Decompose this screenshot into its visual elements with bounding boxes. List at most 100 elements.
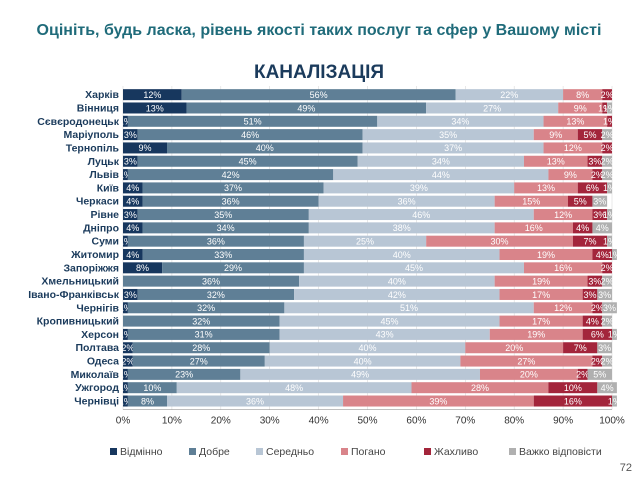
data-label: 36% bbox=[202, 276, 220, 286]
data-label: 9% bbox=[549, 130, 562, 140]
data-label: 3% bbox=[124, 290, 137, 300]
bar-segment bbox=[299, 275, 495, 287]
category-label: Кропивницький bbox=[37, 316, 119, 328]
data-label: 37% bbox=[224, 183, 242, 193]
bar-segment bbox=[597, 382, 617, 394]
legend-label: Відмінно bbox=[120, 446, 163, 458]
data-label: 17% bbox=[532, 290, 550, 300]
bar-segment bbox=[607, 182, 612, 194]
bar-segment bbox=[123, 209, 138, 221]
data-label: 20% bbox=[520, 370, 538, 380]
bar-segment bbox=[597, 342, 612, 354]
data-label: 12% bbox=[554, 210, 572, 220]
bar-segment bbox=[577, 368, 588, 380]
bar-segment bbox=[612, 249, 617, 260]
data-label: 2% bbox=[591, 170, 604, 180]
category-label: Хмельницький bbox=[41, 276, 119, 288]
data-label: 29% bbox=[224, 263, 242, 273]
x-tick-label: 60% bbox=[406, 416, 426, 427]
bar-segment bbox=[362, 142, 544, 154]
data-label: 1% bbox=[119, 383, 132, 393]
category-label: Івано-Франківськ bbox=[28, 289, 120, 301]
data-label: 20% bbox=[505, 343, 523, 353]
bar-segment bbox=[607, 209, 612, 221]
page-number: 72 bbox=[619, 462, 632, 474]
bar-segment bbox=[592, 302, 603, 314]
data-label: 32% bbox=[207, 290, 225, 300]
bar-segment bbox=[548, 382, 598, 394]
data-label: 27% bbox=[190, 356, 208, 366]
bar-segment bbox=[123, 235, 128, 247]
bar-segment bbox=[489, 328, 583, 340]
data-label: 2% bbox=[601, 130, 614, 140]
data-label: 1% bbox=[608, 396, 621, 406]
bar-segment bbox=[494, 222, 573, 234]
data-label: 3% bbox=[124, 210, 137, 220]
data-label: 1% bbox=[119, 117, 132, 127]
x-tick-label: 0% bbox=[116, 416, 131, 427]
bar-segment bbox=[123, 355, 133, 367]
bar-segment bbox=[602, 102, 608, 114]
bar-segment bbox=[127, 328, 280, 340]
data-label: 5% bbox=[574, 197, 587, 207]
bar-segment bbox=[514, 182, 578, 194]
data-label: 16% bbox=[554, 263, 572, 273]
x-tick-label: 70% bbox=[455, 416, 475, 427]
bar-segment bbox=[602, 155, 612, 167]
data-label: 2% bbox=[121, 356, 134, 366]
data-label: 6% bbox=[591, 330, 604, 340]
data-label: 51% bbox=[400, 303, 418, 313]
data-label: 3% bbox=[593, 197, 606, 207]
data-label: 7% bbox=[574, 343, 587, 353]
bar-segment bbox=[533, 302, 593, 314]
data-label: 12% bbox=[564, 143, 582, 153]
bar-segment bbox=[597, 288, 612, 300]
data-label: 45% bbox=[380, 316, 398, 326]
bar-segment bbox=[167, 395, 344, 407]
data-label: 4% bbox=[576, 223, 589, 233]
data-label: 28% bbox=[471, 383, 489, 393]
data-label: 49% bbox=[297, 103, 315, 113]
bar-segment bbox=[308, 209, 534, 221]
data-label: 4% bbox=[596, 250, 609, 260]
bar-segment bbox=[137, 288, 295, 300]
data-label: 44% bbox=[432, 170, 450, 180]
legend-swatch bbox=[509, 448, 516, 455]
bar-segment bbox=[587, 155, 603, 167]
bar-segment bbox=[607, 235, 612, 247]
bar-segment bbox=[563, 342, 598, 354]
bar-segment bbox=[123, 169, 128, 181]
data-label: 2% bbox=[121, 343, 134, 353]
bar-segment bbox=[343, 395, 534, 407]
bar-segment bbox=[123, 155, 138, 167]
data-label: 1% bbox=[608, 330, 621, 340]
bar-segment bbox=[123, 89, 182, 101]
data-label: 6% bbox=[586, 183, 599, 193]
data-label: 33% bbox=[214, 250, 232, 260]
bar-segment bbox=[411, 382, 549, 394]
bar-segment bbox=[533, 395, 612, 407]
data-label: 2% bbox=[576, 370, 589, 380]
data-label: 2% bbox=[601, 356, 614, 366]
x-tick-label: 100% bbox=[599, 416, 625, 427]
bar-segment bbox=[303, 262, 524, 274]
bar-segment bbox=[612, 328, 617, 340]
bar-segment bbox=[176, 382, 412, 394]
data-label: 5% bbox=[593, 370, 606, 380]
data-label: 31% bbox=[195, 330, 213, 340]
data-label: 8% bbox=[141, 396, 154, 406]
data-label: 46% bbox=[412, 210, 430, 220]
data-label: 2% bbox=[591, 356, 604, 366]
category-label: Сєвєродонецьк bbox=[37, 116, 119, 128]
bar-segment bbox=[127, 235, 304, 247]
legend-label: Жахливо bbox=[434, 446, 478, 458]
bar-segment bbox=[592, 249, 612, 260]
bar-segment bbox=[127, 302, 285, 314]
x-tick-label: 30% bbox=[260, 416, 280, 427]
bar-segment bbox=[479, 368, 578, 380]
data-label: 23% bbox=[175, 370, 193, 380]
category-label: Львів bbox=[89, 169, 119, 181]
bar-segment bbox=[123, 222, 143, 234]
bar-segment bbox=[123, 368, 128, 380]
